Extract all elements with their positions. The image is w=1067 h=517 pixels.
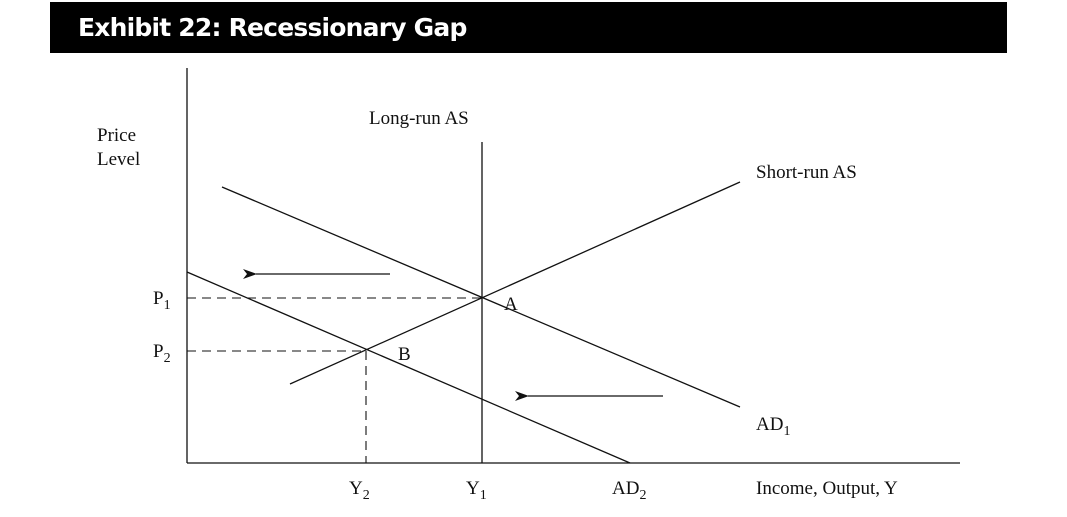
p1-tick-main: P <box>153 288 164 309</box>
long-run-as-label: Long-run AS <box>369 108 469 129</box>
ad1-label-main: AD <box>756 414 783 435</box>
y2-tick-label: Y2 <box>349 478 370 503</box>
ad2-curve <box>186 271 631 464</box>
ad1-curve <box>221 186 741 408</box>
y-axis-label-price: Price <box>97 125 136 146</box>
x-axis-label: Income, Output, Y <box>756 478 898 499</box>
ad2-label-sub: 2 <box>639 488 646 503</box>
point-a-label: A <box>504 294 518 315</box>
y2-tick-sub: 2 <box>363 488 370 503</box>
title-bar: Exhibit 22: Recessionary Gap <box>50 2 1007 53</box>
point-b-label: B <box>398 344 411 365</box>
p2-tick-sub: 2 <box>164 351 171 366</box>
short-run-as-curve <box>289 181 741 385</box>
ad1-label: AD1 <box>756 414 790 439</box>
p1-tick-label: P1 <box>153 288 171 313</box>
p1-tick-sub: 1 <box>164 298 171 313</box>
y1-tick-label: Y1 <box>466 478 487 503</box>
short-run-as-label: Short-run AS <box>756 162 857 183</box>
p2-tick-main: P <box>153 341 164 362</box>
ad2-label-main: AD <box>612 478 639 499</box>
exhibit-title: Exhibit 22: Recessionary Gap <box>78 13 467 42</box>
ad2-label: AD2 <box>612 478 646 503</box>
ad1-label-sub: 1 <box>783 424 790 439</box>
p2-tick-label: P2 <box>153 341 171 366</box>
y2-tick-main: Y <box>349 478 363 499</box>
y1-tick-main: Y <box>466 478 480 499</box>
y-axis-label-level: Level <box>97 149 140 170</box>
y1-tick-sub: 1 <box>480 488 487 503</box>
